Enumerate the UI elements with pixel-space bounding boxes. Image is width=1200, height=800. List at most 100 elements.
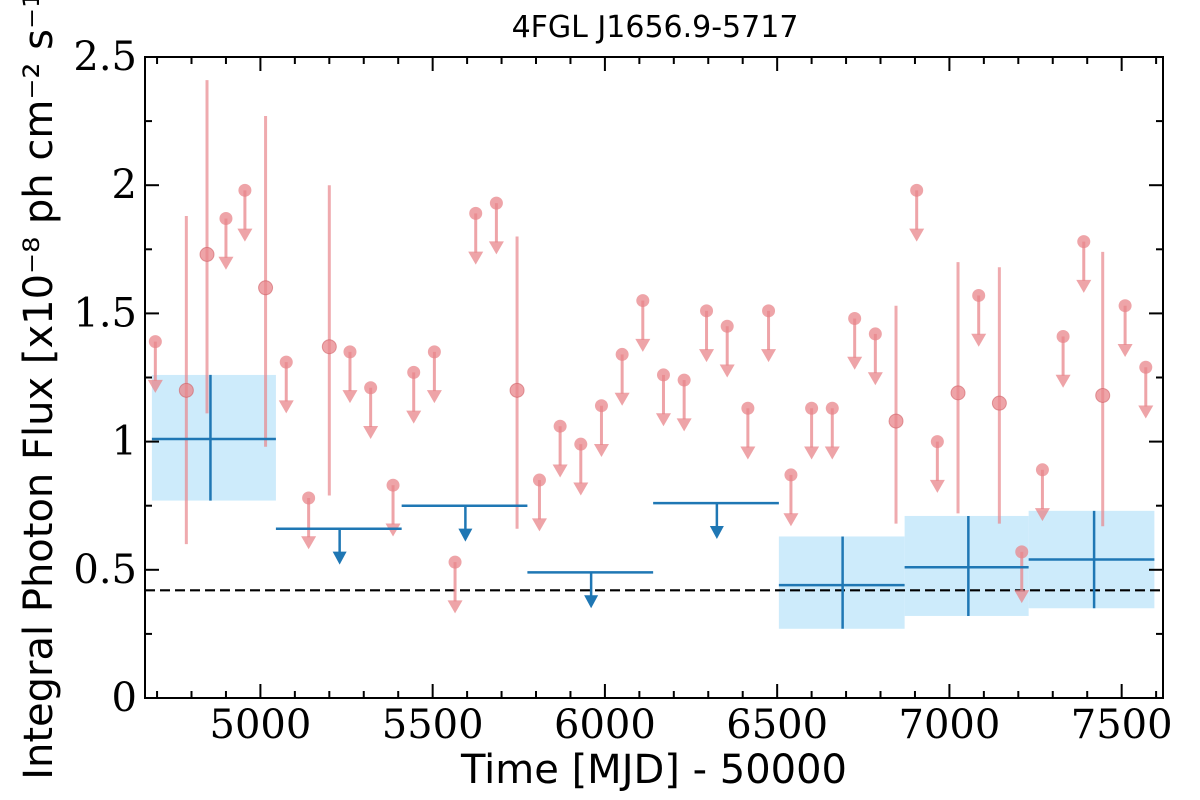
- coarse-upper-limit-arrowhead: [584, 595, 599, 609]
- fine-upper-limit-arrowhead: [655, 413, 671, 427]
- fine-detection-point: [950, 385, 966, 401]
- fine-upper-limit-arrowhead: [783, 513, 799, 527]
- fine-upper-limit-arrowhead: [740, 446, 756, 460]
- x-tick-labels: 5000 5500 6000 6500 7000 7500: [210, 702, 1173, 748]
- coarse-bin-band: [904, 515, 1029, 616]
- fine-upper-limit-point: [656, 368, 670, 382]
- fine-detection-point: [321, 339, 337, 355]
- y-tick-label: 2: [112, 162, 137, 208]
- chart-title: 4FGL J1656.9-5717: [512, 10, 799, 45]
- fine-upper-limit-arrowhead: [406, 410, 422, 424]
- fine-upper-limit-point: [148, 335, 162, 349]
- fine-upper-limit-point: [279, 355, 293, 369]
- fine-upper-limit-arrowhead: [867, 372, 883, 386]
- y-tick-label: 1.5: [73, 290, 137, 336]
- fine-upper-limit-point: [1139, 360, 1153, 374]
- coarse-bin-band: [151, 374, 276, 501]
- fine-upper-limit-point: [972, 288, 986, 302]
- fine-upper-limit-point: [1118, 299, 1132, 313]
- fine-upper-limit-point: [930, 435, 944, 449]
- coarse-upper-limit-arrowhead: [709, 526, 724, 540]
- fine-upper-limit-point: [386, 478, 400, 492]
- fine-upper-limit-arrowhead: [1034, 508, 1050, 522]
- y-tick-labels: 0 0.5 1 1.5 2 2.5: [73, 34, 137, 721]
- fine-detection-point: [199, 246, 215, 262]
- fine-upper-limit-arrowhead: [342, 390, 358, 404]
- fine-upper-limit-arrowhead: [676, 418, 692, 432]
- fine-detection-point: [178, 382, 194, 398]
- fine-upper-limit-arrowhead: [1014, 590, 1030, 604]
- fine-detection-point: [509, 382, 525, 398]
- fine-upper-limit-point: [469, 206, 483, 220]
- fine-upper-limit-point: [741, 401, 755, 415]
- fine-upper-limit-arrowhead: [552, 464, 568, 478]
- fine-upper-limit-point: [574, 437, 588, 451]
- fine-upper-limit-arrowhead: [426, 390, 442, 404]
- fine-upper-limit-arrowhead: [847, 356, 863, 370]
- fine-detection-point: [888, 413, 904, 429]
- fine-upper-limit-arrowhead: [929, 479, 945, 493]
- fine-upper-limit-point: [677, 373, 691, 387]
- fine-upper-limit-arrowhead: [699, 349, 715, 363]
- fine-upper-limit-arrowhead: [218, 256, 234, 270]
- fine-upper-limit-point: [1056, 329, 1070, 343]
- fine-upper-limit-point: [238, 183, 252, 197]
- fine-upper-limit-point: [784, 468, 798, 482]
- fine-upper-limit-point: [1015, 545, 1029, 559]
- fine-upper-limit-point: [700, 304, 714, 318]
- fine-upper-limit-arrowhead: [804, 446, 820, 460]
- fine-upper-limit-arrowhead: [1138, 405, 1154, 419]
- fine-upper-limit-arrowhead: [761, 349, 777, 363]
- fine-upper-limit-point: [219, 212, 233, 226]
- fine-upper-limit-point: [615, 347, 629, 361]
- fine-upper-limit-point: [302, 491, 316, 505]
- fine-upper-limit-arrowhead: [468, 251, 484, 265]
- fine-upper-limit-point: [868, 327, 882, 341]
- fine-upper-limit-arrowhead: [488, 241, 504, 255]
- fine-upper-limit-point: [1077, 235, 1091, 249]
- fine-upper-limit-point: [343, 345, 357, 359]
- fine-upper-limit-arrowhead: [363, 426, 379, 440]
- y-tick-label: 0.5: [73, 547, 137, 593]
- fine-upper-limit-arrowhead: [1076, 279, 1092, 293]
- fine-upper-limit-arrowhead: [909, 228, 925, 242]
- fine-upper-limit-arrowhead: [1117, 343, 1133, 357]
- fine-upper-limit-point: [594, 399, 608, 413]
- coarse-upper-limit-arrowhead: [332, 551, 347, 565]
- fine-upper-limit-arrowhead: [531, 518, 547, 532]
- x-tick-label: 5500: [382, 702, 484, 748]
- axis-ticks: [145, 56, 1163, 699]
- x-axis-label: Time [MJD] - 50000: [460, 747, 847, 793]
- fine-upper-limit-point: [448, 555, 462, 569]
- fine-upper-limit-arrowhead: [237, 228, 253, 242]
- fine-upper-limit-point: [532, 473, 546, 487]
- fine-upper-limit-point: [762, 304, 776, 318]
- fine-upper-limit-point: [427, 345, 441, 359]
- fine-upper-limit-point: [636, 294, 650, 308]
- fine-upper-limit-point: [1035, 463, 1049, 477]
- fine-upper-limit-point: [720, 319, 734, 333]
- fine-upper-limit-arrowhead: [573, 482, 589, 496]
- fine-upper-limit-arrowhead: [447, 600, 463, 614]
- fine-upper-limit-arrowhead: [593, 443, 609, 457]
- fine-upper-limit-arrowhead: [301, 536, 317, 550]
- fine-bin-series: [147, 80, 1154, 614]
- x-tick-label: 7500: [1071, 702, 1173, 748]
- fine-upper-limit-arrowhead: [719, 364, 735, 378]
- fine-upper-limit-arrowhead: [635, 338, 651, 352]
- fine-upper-limit-arrowhead: [614, 392, 630, 406]
- y-axis-label: Integral Photon Flux [x10⁻⁸ ph cm⁻² s⁻¹]: [16, 0, 62, 780]
- fine-upper-limit-point: [825, 401, 839, 415]
- fine-upper-limit-arrowhead: [1055, 374, 1071, 388]
- fine-detection-point: [991, 395, 1007, 411]
- x-tick-label: 6000: [554, 702, 656, 748]
- y-tick-label: 2.5: [73, 34, 137, 80]
- x-tick-label: 7000: [899, 702, 1001, 748]
- y-tick-label: 0: [112, 675, 137, 721]
- fine-upper-limit-point: [553, 419, 567, 433]
- fine-upper-limit-point: [364, 381, 378, 395]
- fine-upper-limit-point: [805, 401, 819, 415]
- x-tick-label: 6500: [726, 702, 828, 748]
- fine-upper-limit-point: [489, 196, 503, 210]
